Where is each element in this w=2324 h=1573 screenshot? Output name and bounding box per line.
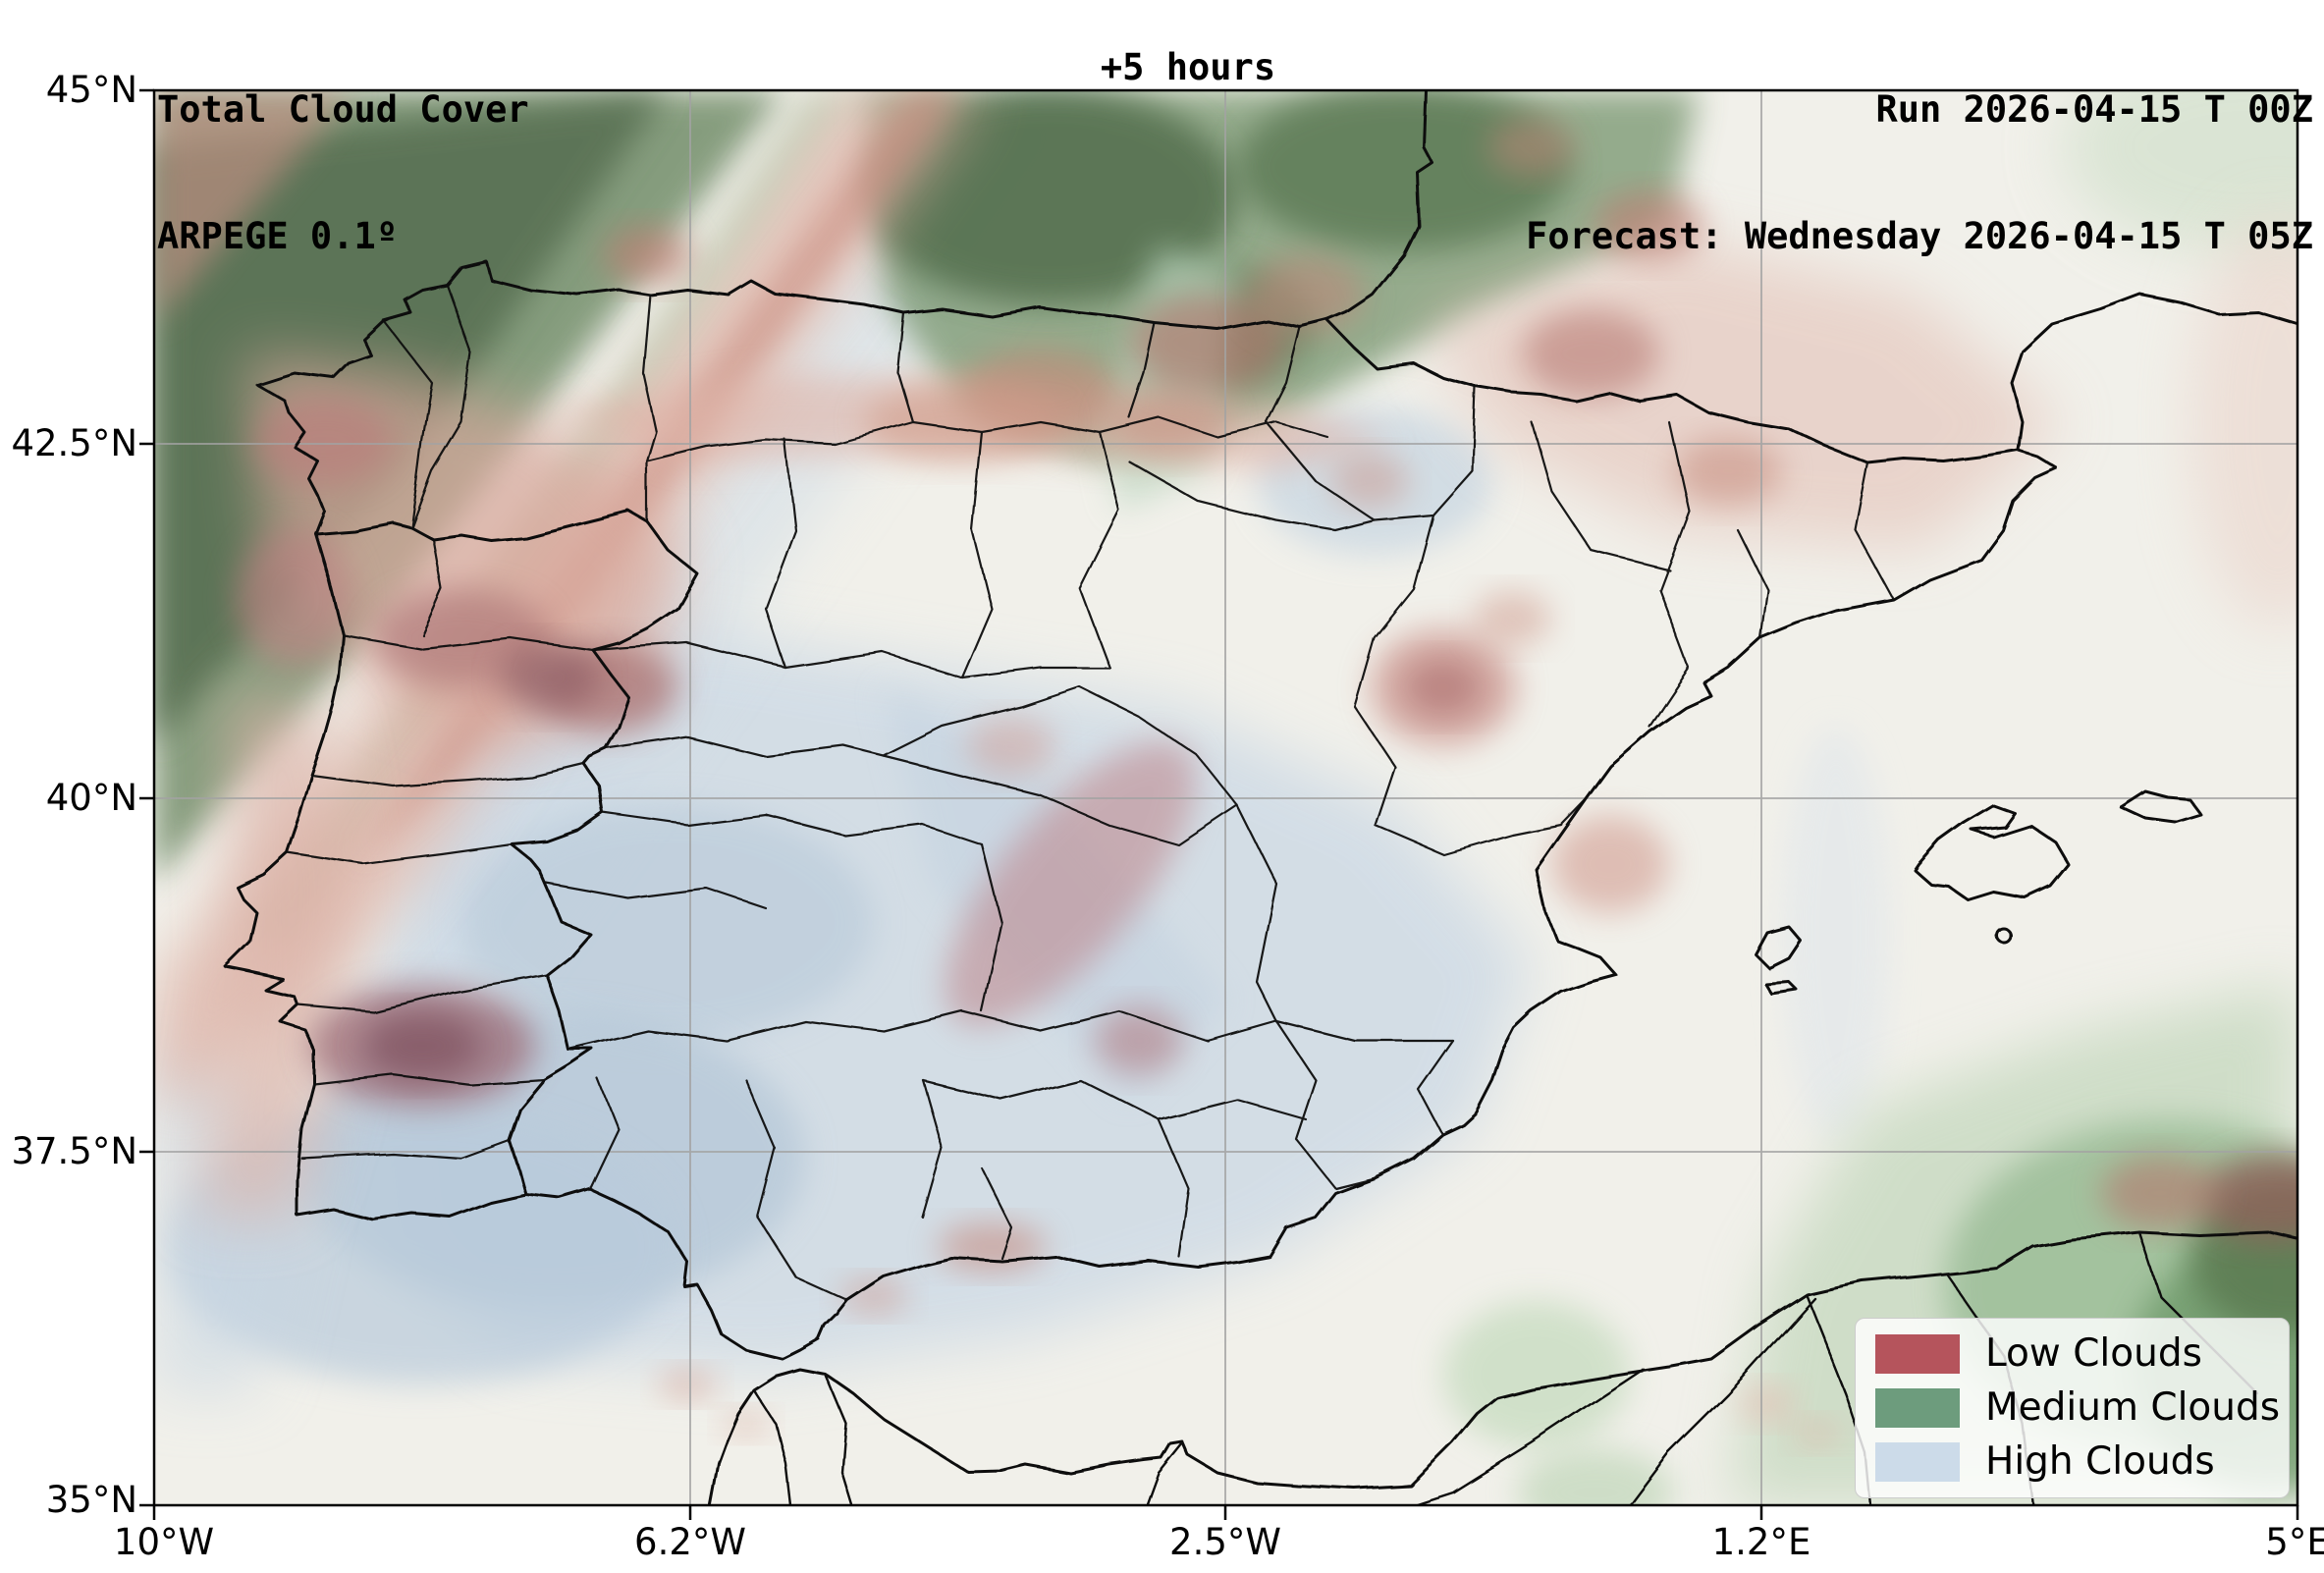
formentera-coastline (1763, 980, 1799, 996)
ytick-35n: 35°N (45, 1479, 137, 1521)
border-layer (224, 90, 2297, 1505)
forecast-label: Forecast: Wednesday 2026-04-15 T 05Z (1526, 215, 2313, 257)
ytick-37-5n: 37.5°N (11, 1130, 137, 1172)
xtick-2-5w: 2.5°W (1169, 1521, 1281, 1563)
legend-row-high-clouds: High Clouds (1875, 1442, 2289, 1482)
ibiza-coastline (1754, 925, 1803, 970)
high-clouds-swatch (1875, 1442, 1960, 1482)
xtick-5e: 5°E (2265, 1521, 2324, 1563)
africa-coastline (709, 1230, 2297, 1505)
france-med-coastline (2010, 293, 2297, 453)
graticule-gridlines (154, 90, 2297, 1505)
map-title-block: Total Cloud Cover ARPEGE 0.1º (157, 4, 529, 342)
ytick-42-5n: 42.5°N (11, 422, 137, 464)
province-borders (285, 283, 1896, 1302)
ytick-45n: 45°N (45, 69, 137, 111)
low-clouds-label: Low Clouds (1985, 1331, 2202, 1376)
medium-clouds-swatch (1875, 1388, 1960, 1428)
legend-row-low-clouds: Low Clouds (1875, 1334, 2289, 1374)
france-spain-border (1325, 318, 2021, 465)
axis-ticks (139, 88, 2299, 1520)
xtick-1-2e: 1.2°E (1711, 1521, 1811, 1563)
run-info-block: Run 2026-04-15 T 00Z Forecast: Wednesday… (1526, 4, 2313, 342)
cloud-shading-layer (154, 90, 2297, 1505)
legend-row-medium-clouds: Medium Clouds (1875, 1388, 2289, 1428)
low-clouds-swatch (1875, 1334, 1960, 1374)
high-clouds-label: High Clouds (1985, 1439, 2215, 1484)
xtick-6-2w: 6.2°W (634, 1521, 746, 1563)
medium-clouds-label: Medium Clouds (1985, 1385, 2281, 1430)
cabrera-island (1994, 926, 2012, 944)
menorca-coastline (2119, 789, 2203, 825)
legend: Low Clouds Medium Clouds High Clouds (1855, 1318, 2290, 1498)
mallorca-coastline (1913, 803, 2070, 901)
lead-time-label: +5 hours (1100, 46, 1276, 88)
portugal-spain-border (313, 509, 699, 1196)
ytick-40n: 40°N (45, 777, 137, 819)
xtick-10w: 10°W (113, 1521, 215, 1563)
run-label: Run 2026-04-15 T 00Z (1875, 88, 2313, 131)
map-title: Total Cloud Cover (157, 88, 529, 131)
model-label: ARPEGE 0.1º (157, 215, 399, 257)
